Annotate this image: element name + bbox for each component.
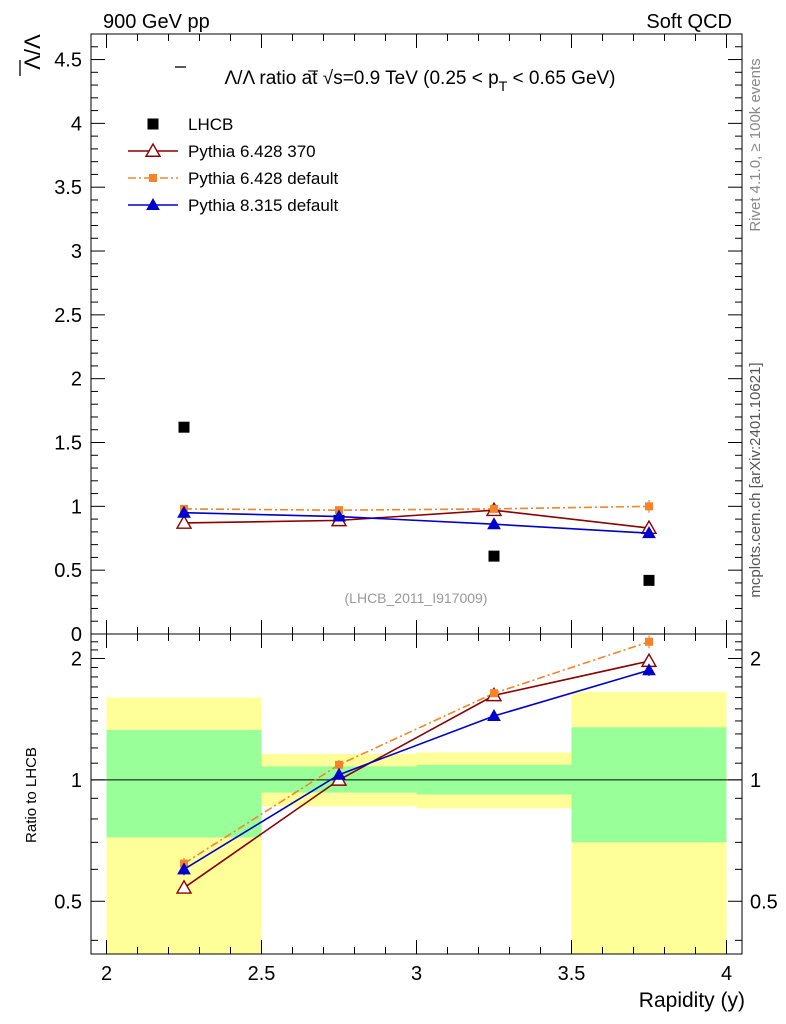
ratio-tick-label: 1 — [71, 770, 82, 792]
ratio-tick-label: 0.5 — [54, 891, 82, 913]
legend-label: LHCB — [188, 115, 233, 134]
header-left-label: 900 GeV pp — [103, 11, 210, 33]
series-point-ratio — [490, 689, 498, 698]
series-line-ratio — [183, 641, 650, 865]
rivet-version-label: Rivet 4.1.0, ≥ 100k events — [747, 58, 764, 231]
ratio-plot-frame — [90, 633, 743, 955]
y-tick-label: 3 — [71, 241, 82, 263]
series-point-main — [642, 526, 656, 539]
green-band-3 — [571, 727, 727, 843]
y-tick-label: 4.5 — [54, 50, 82, 72]
y-tick-label: 1.5 — [54, 433, 82, 455]
lhcb-data-point — [643, 574, 655, 586]
title-lambda-bar: Λ/Λ ratio at — [224, 68, 322, 89]
ratio-uncertainty-bands — [91, 692, 742, 954]
series-point-ratio — [175, 879, 193, 894]
x-tick-label: 4 — [721, 963, 732, 985]
title-s: s=0.9 TeV (0.25 < p — [333, 68, 499, 89]
series-line-main — [183, 505, 650, 511]
series-line-main — [183, 511, 650, 534]
header-right-label: Soft QCD — [646, 11, 732, 33]
x-tick-label: 3 — [411, 963, 422, 985]
legend-marker — [144, 142, 162, 157]
series-point-main — [645, 502, 653, 511]
series-point-ratio — [487, 709, 501, 722]
y-tick-label: 2 — [71, 369, 82, 391]
legend: LHCB Pythia 6.428 370 Pythia 6.428 default… — [128, 115, 339, 215]
legend-marker — [146, 197, 160, 210]
main-axis-ticks: 0 0.5 1 1.5 2 2.5 3 3.5 4 4.5 — [54, 33, 742, 646]
legend-label: Pythia 8.315 default — [188, 196, 339, 215]
y-tick-label: 0.5 — [54, 560, 82, 582]
series-line-ratio — [183, 669, 650, 871]
lhcb-data-point — [488, 550, 500, 562]
y-tick-label: 1 — [71, 496, 82, 518]
green-band-0 — [106, 729, 262, 838]
title-sqrt: √ — [323, 68, 334, 89]
title-post: < 0.65 GeV) — [507, 68, 615, 89]
legend-marker — [149, 174, 157, 182]
y-tick-label: 0 — [71, 624, 82, 646]
series-line-ratio — [183, 660, 650, 889]
y-tick-label: 4 — [71, 113, 82, 135]
series-line-main — [183, 509, 650, 529]
legend-label: Pythia 6.428 default — [188, 169, 339, 188]
ratio-y-axis-label: Ratio to LHCB — [23, 747, 40, 843]
x-axis-label: Rapidity (y) — [639, 989, 745, 1012]
y-tick-label: 2.5 — [54, 305, 82, 327]
y-axis-label: Λ/Λ — [20, 34, 45, 70]
series-point-ratio — [645, 637, 653, 646]
chart-title: Λ/Λ ratio at √s=0.9 TeV (0.25 < pT < 0.6… — [224, 68, 615, 94]
title-subscript: T — [499, 78, 508, 94]
series-point-main — [490, 504, 498, 513]
main-series-layer — [175, 421, 658, 586]
ratio-tick-label-right: 0.5 — [750, 891, 778, 913]
mcplots-source-label: mcplots.cern.ch [arXiv:2401.10621] — [747, 362, 764, 597]
x-tick-label: 2 — [101, 963, 112, 985]
ratio-tick-label-right: 2 — [750, 648, 761, 670]
series-point-ratio — [177, 862, 191, 875]
ratio-axis-ticks: 0.5 0.5 1 1 2 2 2 2.5 3 3.5 4 — [54, 634, 778, 985]
x-tick-label: 2.5 — [248, 963, 276, 985]
legend-label: Pythia 6.428 370 — [188, 142, 316, 161]
x-tick-label: 3.5 — [558, 963, 586, 985]
ratio-series-layer — [175, 635, 658, 894]
series-point-ratio — [642, 663, 656, 676]
lhcb-data-point — [178, 421, 190, 433]
y-tick-label: 3.5 — [54, 177, 82, 199]
ratio-tick-label: 2 — [71, 648, 82, 670]
series-point-ratio — [335, 760, 343, 769]
series-point-main — [487, 517, 501, 530]
series-point-main — [332, 509, 346, 522]
series-point-ratio — [332, 767, 346, 780]
series-point-main — [177, 505, 191, 518]
series-point-main — [175, 514, 193, 529]
ratio-tick-label-right: 1 — [750, 770, 761, 792]
legend-marker — [147, 118, 159, 130]
analysis-id-label: (LHCB_2011_I917009) — [345, 590, 488, 606]
